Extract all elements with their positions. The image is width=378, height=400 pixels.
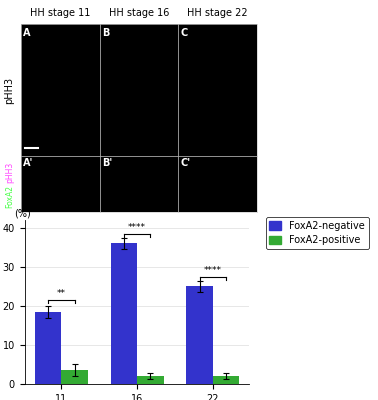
- Text: HH stage 11: HH stage 11: [30, 8, 90, 18]
- Text: A: A: [23, 28, 31, 38]
- Bar: [61, 370, 88, 384]
- Text: HH stage 16: HH stage 16: [109, 8, 169, 18]
- Bar: [110, 244, 137, 384]
- Text: (%): (%): [14, 208, 31, 218]
- Text: pHH3: pHH3: [5, 161, 14, 183]
- Text: FoxA2: FoxA2: [5, 184, 14, 208]
- Text: ****: ****: [128, 223, 146, 232]
- Bar: [137, 376, 164, 384]
- Text: B': B': [102, 158, 112, 168]
- Text: HH stage 22: HH stage 22: [187, 8, 248, 18]
- Text: A': A': [23, 158, 34, 168]
- Bar: [213, 376, 239, 384]
- Bar: [35, 312, 61, 384]
- Text: **: **: [57, 290, 66, 298]
- Legend: FoxA2-negative, FoxA2-positive: FoxA2-negative, FoxA2-positive: [266, 217, 369, 249]
- Text: C': C': [181, 158, 191, 168]
- Text: ****: ****: [204, 266, 222, 275]
- Text: C: C: [181, 28, 188, 38]
- Bar: [186, 286, 213, 384]
- Text: B: B: [102, 28, 109, 38]
- Text: pHH3: pHH3: [5, 76, 14, 104]
